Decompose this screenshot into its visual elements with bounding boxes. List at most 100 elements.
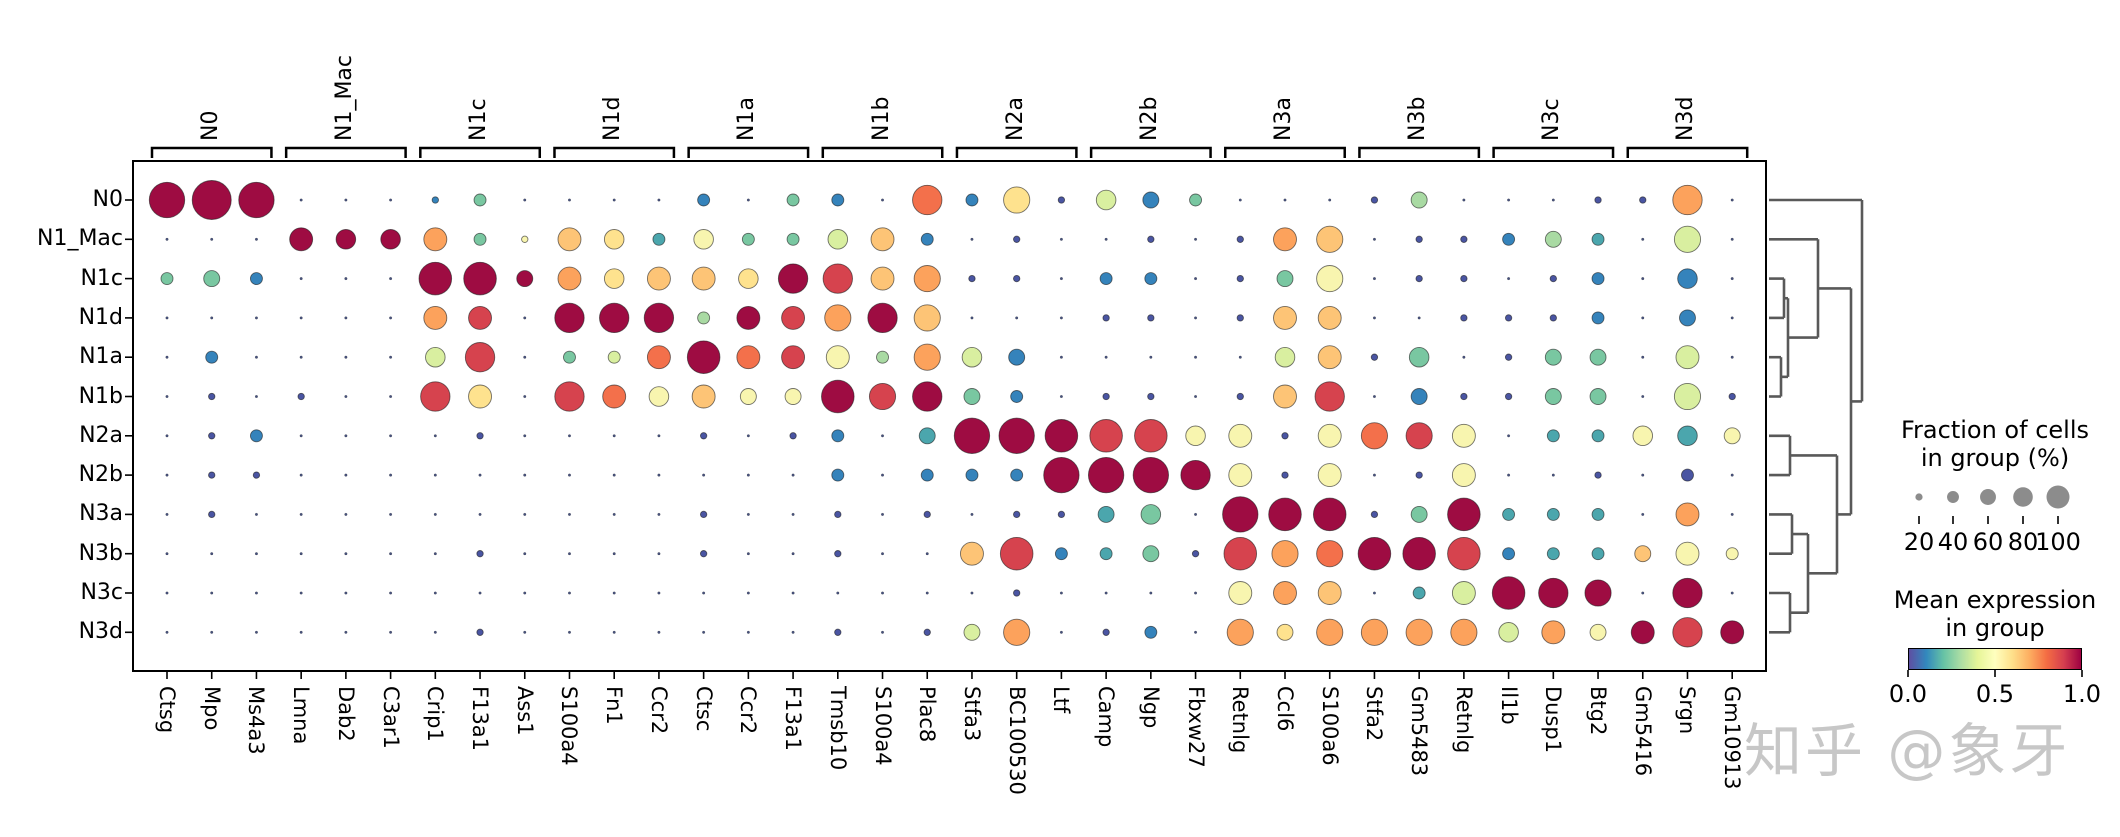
row-label-N3c: N3c: [80, 580, 123, 605]
dot-cell: [299, 630, 303, 634]
dot-cell: [970, 591, 974, 595]
dot-cell: [478, 591, 482, 595]
color-legend-title-line1: Mean expression: [1893, 586, 2097, 614]
dot-cell: [1228, 423, 1253, 448]
dot-cell: [736, 345, 761, 370]
dot-cell: [433, 630, 437, 634]
dot-cell: [1328, 198, 1332, 202]
dot-cell: [1003, 618, 1031, 646]
dot-cell: [1372, 237, 1376, 241]
gene-label: Gm5416: [1630, 686, 1655, 777]
dot-cell: [1316, 225, 1344, 253]
dot-cell: [1089, 419, 1123, 453]
dot-cell: [1594, 196, 1602, 204]
dot-cell: [1538, 577, 1569, 609]
group-bracket: [1224, 146, 1346, 158]
dot-cell: [1316, 540, 1344, 568]
dot-cell: [1274, 346, 1296, 368]
dot-cell: [1408, 346, 1430, 368]
dot-cell: [913, 304, 941, 332]
dot-cell: [389, 552, 393, 556]
dot-cell: [1238, 355, 1242, 359]
dot-cell: [1057, 196, 1066, 204]
dot-cell: [554, 381, 585, 412]
gene-label: Crip1: [423, 686, 448, 742]
dot-cell: [249, 272, 263, 286]
dot-cell: [165, 316, 169, 320]
dot-cell: [1268, 497, 1302, 532]
dot-cell: [970, 316, 974, 320]
dot-cell: [1059, 316, 1063, 320]
dot-cell: [433, 552, 437, 556]
dot-cell: [1144, 625, 1158, 639]
dot-cell: [1317, 345, 1342, 370]
gene-label: Stfa2: [1362, 686, 1387, 742]
dot-cell: [568, 434, 571, 438]
dot-cell: [1104, 355, 1108, 359]
dot-cell: [1410, 191, 1428, 209]
dot-cell: [1059, 395, 1063, 398]
dot-cell: [165, 395, 169, 398]
row-label-N3b: N3b: [78, 540, 123, 566]
group-bracket: [955, 146, 1078, 158]
dot-cell: [1194, 630, 1198, 634]
dot-cell: [1584, 579, 1612, 607]
dot-cell: [1641, 473, 1645, 477]
dot-cell: [657, 512, 661, 516]
dot-cell: [476, 628, 484, 636]
dot-cell: [344, 395, 348, 398]
dot-cell: [1273, 384, 1297, 409]
dot-cell: [1372, 277, 1376, 281]
dot-cell: [920, 232, 934, 246]
dot-cell: [344, 512, 348, 516]
dot-cell: [746, 473, 750, 477]
dot-cell: [741, 232, 755, 246]
group-label-N2b: N2b: [1136, 96, 1162, 141]
colorbar: [1908, 648, 2082, 670]
dot-cell: [1059, 591, 1063, 595]
dot-cell: [699, 432, 708, 440]
dot-cell: [1149, 591, 1153, 595]
dot-cell: [1099, 272, 1113, 286]
gene-label: Ms4a3: [244, 686, 269, 755]
dot-cell: [1149, 355, 1153, 359]
dot-cell: [1147, 235, 1155, 243]
dot-cell: [1015, 316, 1019, 320]
dot-cell: [1097, 505, 1115, 523]
dot-cell: [208, 432, 216, 440]
dot-cell: [299, 198, 303, 202]
dot-cell: [961, 346, 983, 368]
dot-cell: [165, 552, 169, 556]
dot-cell: [1675, 502, 1700, 527]
dot-cell: [1730, 316, 1734, 320]
dot-cell: [1546, 429, 1560, 443]
dot-cell: [923, 628, 931, 636]
dot-cell: [602, 384, 627, 409]
dot-cell: [1641, 395, 1645, 398]
row-label-N0: N0: [92, 187, 123, 212]
dot-cell: [1546, 507, 1560, 521]
dot-cell: [825, 345, 850, 370]
row-label-N3a: N3a: [79, 501, 123, 527]
dot-cell: [1059, 355, 1063, 359]
dot-cell: [1502, 232, 1516, 246]
dot-cell: [476, 432, 484, 440]
dot-cell: [970, 237, 974, 241]
dot-cell: [1630, 620, 1655, 645]
dot-cell: [568, 630, 571, 634]
dot-cell: [238, 181, 275, 219]
dot-cell: [1147, 392, 1155, 401]
dot-cell: [746, 198, 750, 202]
dot-cell: [746, 552, 750, 556]
dot-cell: [791, 552, 795, 556]
dot-cell: [1675, 541, 1700, 566]
dot-cell: [523, 630, 527, 634]
gene-label: Gm5483: [1407, 686, 1432, 777]
dot-cell: [476, 550, 484, 558]
dot-cell: [299, 512, 303, 516]
dot-cell: [1271, 540, 1299, 568]
gene-label: Dusp1: [1541, 686, 1566, 754]
dot-cell: [612, 198, 616, 202]
dot-cell: [1507, 277, 1511, 281]
